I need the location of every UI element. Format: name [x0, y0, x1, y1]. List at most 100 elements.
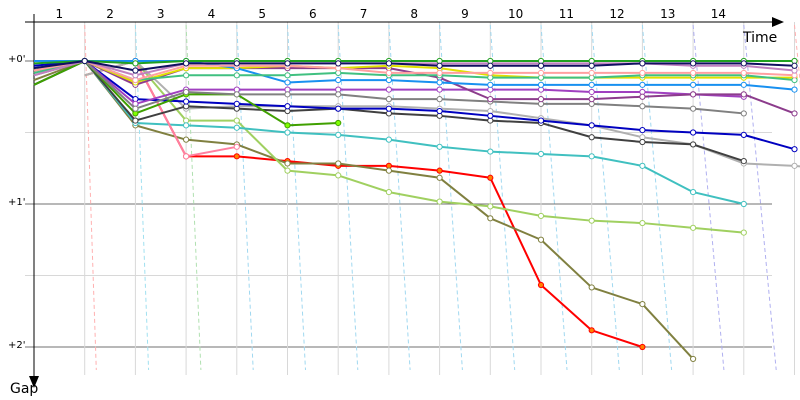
series [84, 57, 747, 236]
data-point [639, 343, 646, 351]
data-point [335, 105, 342, 112]
lap-diagonal [743, 24, 777, 371]
data-point [639, 93, 646, 100]
data-point [436, 174, 443, 181]
series [33, 57, 697, 363]
data-point [233, 124, 240, 131]
data-point [791, 146, 798, 153]
lap-label: 12 [609, 7, 624, 21]
data-point [588, 327, 595, 334]
data-point [183, 72, 190, 79]
lap-diagonal [489, 24, 516, 371]
axes [25, 14, 784, 388]
lap-diagonal [185, 24, 202, 371]
data-point [588, 96, 595, 103]
data-point [284, 103, 291, 110]
data-point [436, 62, 443, 69]
lap-label: 3 [157, 7, 165, 21]
data-point [233, 60, 240, 67]
data-point [284, 60, 291, 67]
data-point [537, 96, 545, 103]
lap-label: 9 [461, 7, 469, 21]
data-point [183, 122, 190, 129]
data-point [436, 86, 443, 93]
series-line [33, 60, 795, 82]
data-point [639, 69, 646, 77]
data-point [487, 69, 494, 77]
data-point [132, 117, 139, 124]
data-point [639, 219, 646, 227]
lap-diagonal [641, 24, 673, 371]
lap-label: 2 [106, 7, 114, 21]
y-axis-title: Gap [10, 381, 38, 397]
series-line [33, 60, 795, 77]
data-point [385, 188, 392, 196]
y-tick-label: +0' [8, 54, 26, 65]
data-point [791, 162, 798, 169]
data-point [335, 131, 342, 138]
series-line [33, 60, 694, 360]
data-point [740, 131, 747, 138]
data-point [537, 69, 545, 77]
data-point [81, 57, 88, 65]
y-tick-labels: +0' +1' +2' [8, 54, 26, 351]
data-point [183, 153, 190, 160]
data-point [791, 86, 798, 93]
data-point [436, 143, 443, 150]
data-point [588, 81, 595, 88]
data-point [436, 107, 443, 115]
data-point [588, 284, 595, 291]
data-point [436, 96, 443, 103]
data-point [537, 81, 545, 88]
data-point [740, 69, 747, 77]
series-group [33, 57, 800, 363]
data-point [335, 119, 342, 127]
series [33, 57, 798, 84]
data-point [335, 91, 342, 98]
lap-label: 4 [208, 7, 216, 21]
data-point [537, 236, 545, 243]
data-point [639, 138, 646, 146]
data-point [335, 160, 342, 167]
data-point [284, 122, 291, 129]
data-point [588, 88, 595, 96]
data-point [385, 167, 392, 174]
data-point [183, 88, 190, 96]
data-point [183, 98, 190, 105]
data-point [690, 188, 697, 196]
lap-label: 11 [559, 7, 574, 21]
data-point [639, 162, 646, 169]
data-point [588, 62, 595, 69]
data-point [690, 91, 697, 98]
data-point [740, 60, 747, 67]
data-point [690, 105, 697, 112]
data-point [487, 215, 494, 222]
data-point [537, 212, 545, 220]
series-line [84, 60, 744, 234]
data-point [385, 86, 392, 93]
data-point [335, 172, 342, 179]
data-point [537, 281, 545, 289]
data-point [233, 100, 240, 108]
data-point [740, 200, 747, 208]
data-point [233, 143, 240, 150]
lap-label: 7 [360, 7, 368, 21]
data-point [487, 174, 494, 181]
lap-label: 1 [56, 7, 64, 21]
series [33, 57, 798, 74]
series-line [33, 60, 795, 84]
lap-label: 8 [410, 7, 418, 21]
data-point [284, 72, 291, 79]
data-point [284, 91, 291, 98]
data-point [487, 62, 494, 69]
y-tick-label: +2' [8, 340, 26, 351]
data-point [132, 60, 139, 67]
y-axis-arrow [29, 376, 39, 388]
lap-diagonal [540, 24, 568, 371]
data-point [183, 60, 190, 67]
data-point [284, 129, 291, 136]
data-point [284, 79, 291, 86]
data-point [740, 81, 747, 88]
data-point [487, 96, 494, 103]
